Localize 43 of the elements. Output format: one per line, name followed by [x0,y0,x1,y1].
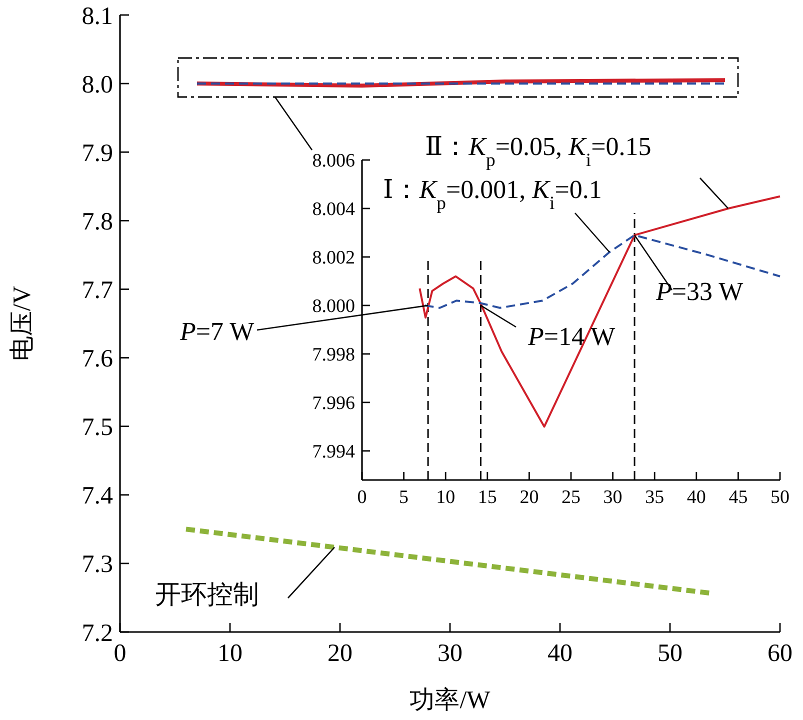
x-tick-label: 40 [548,640,572,667]
y-tick-label: 7.8 [82,208,113,236]
x-tick-label: 35 [645,487,664,508]
line-series [424,234,781,309]
x-tick-label: 20 [328,640,352,667]
annotation: P=7 W [179,317,255,346]
x-tick-label: 45 [728,487,748,508]
series-label: 开环控制 [155,580,259,609]
y-tick-label: 8.006 [312,150,355,172]
y-tick-label: 7.4 [82,482,114,510]
x-tick-label: 30 [438,640,462,667]
x-tick-label: 50 [658,640,682,667]
x-tick-label: 20 [520,487,539,508]
y-tick-label: 7.2 [82,620,113,647]
y-tick-label: 7.7 [82,276,113,304]
y-axis-title: 电压/V [9,286,36,361]
y-tick-label: 8.1 [82,2,113,30]
y-tick-label: 7.994 [312,442,356,463]
y-tick-label: 7.3 [82,551,113,578]
x-tick-label: 10 [436,487,456,508]
y-tick-label: 7.996 [312,393,355,414]
y-tick-label: 8.002 [312,248,355,269]
x-tick-label: 50 [770,487,790,508]
y-tick-label: 7.6 [82,346,113,373]
x-tick-label: 0 [357,487,367,508]
x-axis-title: 功率/W [410,686,491,714]
text: Ⅱ：K$_{p}$=0.05, K$_{i}$=0.15 [425,132,652,170]
x-tick-label: 15 [478,487,497,508]
x-tick-label: 40 [686,487,706,508]
x-tick-label: 10 [218,640,242,667]
y-tick-label: 7.998 [312,344,355,366]
x-tick-label: 30 [603,487,622,508]
x-tick-label: 60 [768,640,792,667]
y-tick-label: 8.000 [312,296,355,318]
y-tick-label: 8.0 [82,71,113,98]
y-tick-label: 8.004 [312,199,356,220]
x-tick-label: 5 [399,487,409,508]
series-label: Ⅰ：K$_{p}$=0.001, K$_{i}$=0.1 [383,175,602,214]
x-tick-label: 0 [114,640,126,667]
y-tick-label: 7.5 [82,414,113,442]
y-tick-label: 7.9 [82,140,113,167]
annotation: P=14 W [527,322,616,351]
x-tick-label: 25 [562,487,580,508]
